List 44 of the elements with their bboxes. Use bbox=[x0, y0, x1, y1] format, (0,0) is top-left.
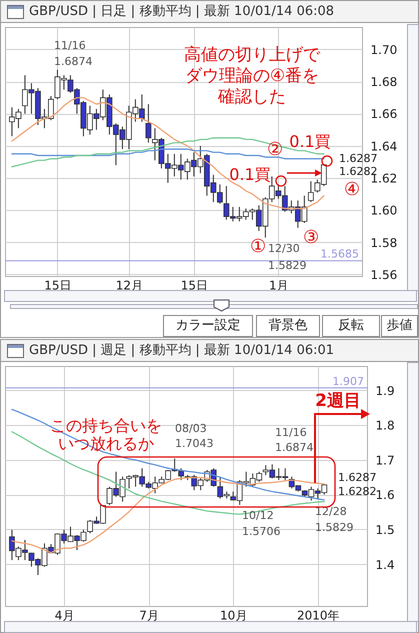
x-tick-label: 4月 bbox=[54, 608, 74, 622]
annotation: 11/16 1.6874 bbox=[275, 426, 314, 454]
y-tick-label: 1.64 bbox=[370, 139, 398, 154]
text: 1.6287 bbox=[338, 471, 376, 484]
y-tick-label: 1.60 bbox=[370, 204, 398, 218]
y-tick-label: 1.70 bbox=[370, 42, 398, 57]
annotation: ① bbox=[250, 236, 266, 257]
x-tick-label: 7月 bbox=[139, 608, 159, 622]
x-tick-label: 2010年 bbox=[296, 608, 340, 622]
text: カラー設定 bbox=[163, 315, 253, 337]
candlestick bbox=[146, 104, 152, 144]
text: ④ bbox=[344, 179, 360, 200]
chart-title: GBP/USD | 日足 | 移動平均 | 最新 10/01/14 06:08 bbox=[29, 3, 334, 21]
candlestick bbox=[308, 180, 314, 203]
annotation: ② bbox=[266, 139, 284, 160]
annotation: 0.1買 bbox=[289, 132, 331, 151]
ref-line-label: 1.907 bbox=[332, 374, 364, 388]
y-tick-label: 1.66 bbox=[370, 107, 398, 122]
y-tick-label: 1.9 bbox=[376, 384, 395, 398]
y-tick-label: 1.4 bbox=[376, 558, 395, 572]
text: 1.6287 bbox=[339, 152, 378, 165]
annotation: 10/12 1.5706 bbox=[242, 509, 280, 538]
y-tick-label: 1.8 bbox=[376, 418, 395, 433]
annotation: 08/03 1.7043 bbox=[175, 422, 214, 450]
annotation: 高値の切り上げでダウ理論の④番を確認した bbox=[184, 45, 321, 107]
annotation: 2週目 bbox=[315, 391, 361, 411]
annotation: 11/16 1.6874 bbox=[54, 39, 92, 68]
text: 背景色 bbox=[256, 315, 320, 337]
ref-line-label: 1.5685 bbox=[320, 248, 359, 261]
annotation: 0.1買 bbox=[229, 165, 271, 184]
text: 歩値 bbox=[381, 315, 418, 337]
y-tick-label: 1.58 bbox=[370, 236, 398, 250]
line-series bbox=[11, 408, 325, 501]
y-tick-label: 1.6 bbox=[376, 488, 395, 502]
x-tick-label: 10月 bbox=[220, 608, 248, 622]
text: 反転 bbox=[322, 315, 380, 337]
chart-title: GBP/USD | 週足 | 移動平均 | 最新 10/01/14 06:01 bbox=[29, 342, 334, 360]
y-tick-label: 1.5 bbox=[376, 522, 395, 537]
annotation: 12/28 1.5829 bbox=[315, 505, 354, 534]
text: 1.6282 bbox=[339, 165, 378, 178]
y-tick-label: 1.68 bbox=[370, 75, 398, 90]
text: 1.6282 bbox=[338, 485, 376, 498]
y-tick-label: 1.56 bbox=[370, 268, 398, 282]
y-tick-label: 1.7 bbox=[376, 453, 395, 468]
